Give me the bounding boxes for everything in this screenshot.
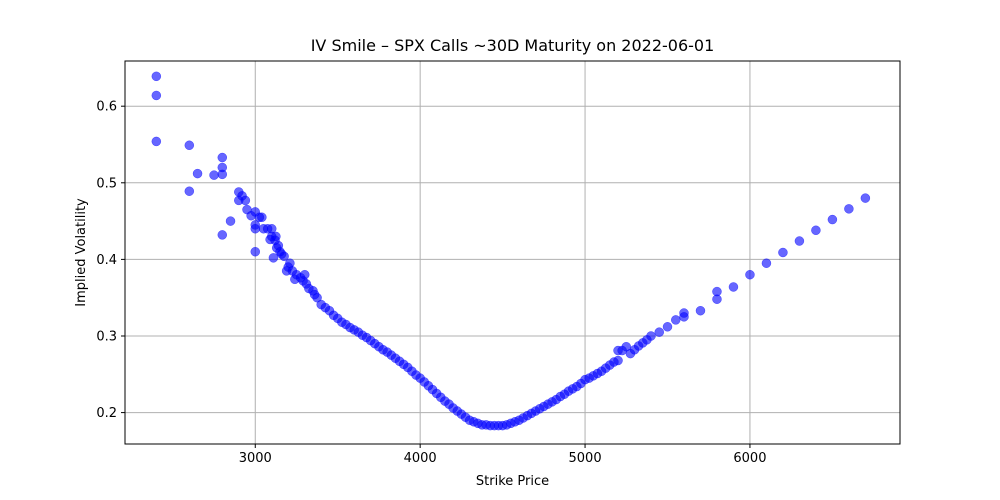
scatter-point bbox=[250, 224, 261, 234]
y-axis-label: Implied Volatility bbox=[74, 198, 89, 307]
y-tick-label: 0.4 bbox=[96, 253, 117, 268]
scatter-point bbox=[217, 169, 228, 180]
scatter-point bbox=[184, 186, 195, 196]
scatter-point bbox=[217, 230, 228, 240]
scatter-point bbox=[151, 136, 162, 147]
chart-title: IV Smile – SPX Calls ~30D Maturity on 20… bbox=[311, 36, 715, 55]
scatter-point bbox=[778, 247, 788, 258]
scatter-point bbox=[827, 214, 838, 225]
y-tick-label: 0.6 bbox=[96, 100, 117, 115]
scatter-point bbox=[745, 269, 755, 280]
axis-ticks: 3000 4000 5000 6000 0.2 0.3 0.4 0.5 0.6 bbox=[96, 100, 766, 466]
scatter-point bbox=[299, 269, 310, 280]
scatter-point bbox=[268, 253, 279, 263]
scatter-point bbox=[312, 292, 322, 303]
scatter-point bbox=[646, 331, 656, 341]
scatter-point bbox=[217, 152, 228, 163]
scatter-point bbox=[621, 341, 632, 352]
y-tick-label: 0.2 bbox=[96, 406, 117, 421]
scatter-point bbox=[240, 195, 251, 206]
scatter-point bbox=[860, 193, 871, 203]
x-tick-label: 3000 bbox=[239, 451, 272, 466]
scatter-point bbox=[844, 204, 854, 214]
scatter-point bbox=[250, 246, 261, 257]
x-axis-label: Strike Price bbox=[476, 474, 549, 489]
scatter-point bbox=[151, 90, 162, 101]
scatter-point bbox=[712, 286, 722, 297]
scatter-point bbox=[613, 355, 623, 366]
scatter-point bbox=[695, 305, 706, 316]
scatter-point bbox=[225, 216, 236, 226]
scatter-point bbox=[679, 308, 689, 318]
grid-lines bbox=[125, 61, 900, 444]
scatter-point bbox=[670, 315, 681, 325]
scatter-point bbox=[654, 327, 665, 337]
scatter-point bbox=[151, 71, 162, 82]
x-tick-label: 4000 bbox=[404, 451, 437, 466]
scatter-point bbox=[811, 225, 821, 236]
scatter-point bbox=[794, 236, 805, 246]
scatter-point bbox=[257, 212, 267, 223]
x-tick-label: 5000 bbox=[569, 451, 602, 466]
scatter-point bbox=[662, 322, 673, 332]
plot-area-frame bbox=[124, 60, 901, 445]
scatter-points bbox=[151, 71, 871, 431]
x-tick-label: 6000 bbox=[733, 451, 766, 466]
scatter-point bbox=[728, 282, 739, 292]
scatter-point bbox=[761, 258, 772, 268]
scatter-point bbox=[271, 231, 281, 242]
scatter-point bbox=[192, 168, 203, 179]
y-tick-label: 0.3 bbox=[96, 329, 117, 344]
scatter-point bbox=[184, 140, 195, 151]
y-tick-label: 0.5 bbox=[96, 176, 117, 191]
scatter-point bbox=[209, 170, 219, 180]
scatter-point bbox=[279, 251, 289, 262]
